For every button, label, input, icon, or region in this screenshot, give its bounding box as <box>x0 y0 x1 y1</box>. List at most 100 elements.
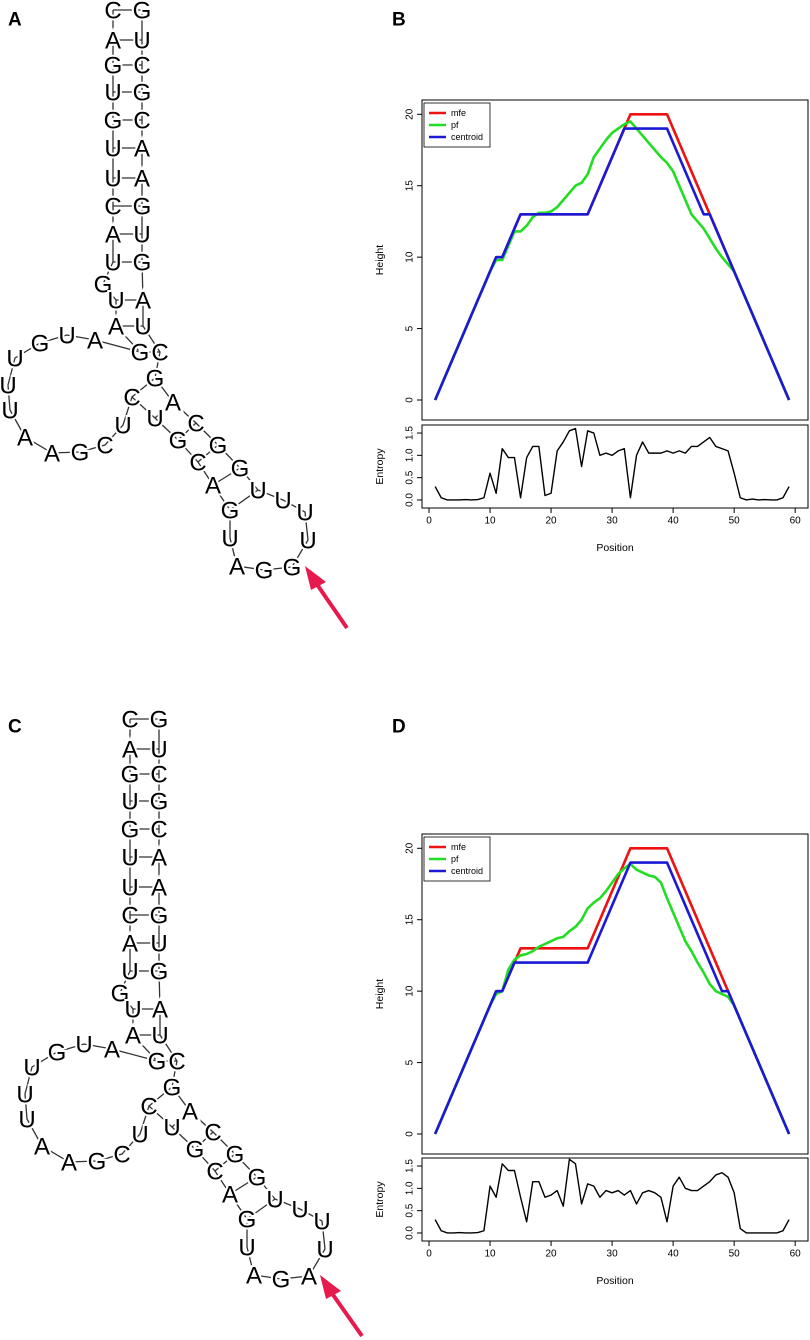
base-pair <box>171 1110 191 1128</box>
y-tick-label: 15 <box>405 914 416 926</box>
nucleotide: U <box>18 1107 35 1134</box>
nucleotide: U <box>0 373 17 400</box>
legend-label: mfe <box>451 108 466 118</box>
plot-frame <box>421 99 809 421</box>
y-tick-label: 15 <box>405 180 416 192</box>
nucleotide: G <box>186 1137 205 1164</box>
y-tick-label: 5 <box>405 325 416 331</box>
nucleotide: G <box>169 428 188 455</box>
nucleotide: G <box>150 903 169 930</box>
nucleotide: G <box>248 1165 267 1192</box>
mutation-arrow <box>320 1275 364 1338</box>
nucleotide: G <box>150 707 169 734</box>
series-line <box>433 861 791 1135</box>
x-tick-label: 50 <box>729 516 741 527</box>
nucleotide: U <box>296 500 313 527</box>
y-tick-label: 1.0 <box>405 448 416 462</box>
nucleotide: A <box>301 1264 317 1291</box>
nucleotide: G <box>272 1267 291 1294</box>
nucleotide: C <box>133 53 150 80</box>
nucleotide: A <box>125 1023 141 1050</box>
legend: mfe pf centroid <box>423 836 491 882</box>
nucleotide: A <box>122 931 138 958</box>
nucleotide: G <box>111 981 130 1008</box>
nucleotide: C <box>189 450 206 477</box>
nucleotide: A <box>205 473 221 500</box>
x-tick-label: 20 <box>546 516 558 527</box>
nucleotide: U <box>6 346 23 373</box>
y-tick-label: 5 <box>405 1059 416 1065</box>
nucleotide: A <box>87 328 103 355</box>
nucleotide: C <box>150 817 167 844</box>
mutation-arrow <box>305 566 349 630</box>
nucleotide: U <box>104 250 121 277</box>
chart: 0 5 10 15 20 Height mfe pf centroid <box>374 99 809 421</box>
nucleotide: G <box>209 433 228 460</box>
nucleotide: G <box>150 959 169 986</box>
nucleotide: G <box>238 1207 257 1234</box>
nucleotide: U <box>313 1209 330 1236</box>
nucleotide: A <box>134 166 150 193</box>
nucleotide: C <box>206 1159 223 1186</box>
nucleotide: U <box>266 1187 283 1214</box>
y-tick-label: 0.5 <box>405 470 416 484</box>
y-tick-label: 1.5 <box>405 1159 416 1173</box>
nucleotide: G <box>133 80 152 107</box>
panel-label: D <box>392 717 406 738</box>
y-tick-label: 10 <box>405 251 416 263</box>
base-pair <box>212 467 241 486</box>
nucleotide: A <box>135 288 151 315</box>
x-tick-label: 0 <box>426 1249 432 1260</box>
nucleotide: U <box>291 1197 308 1224</box>
nucleotide: A <box>105 222 121 249</box>
nucleotide: U <box>146 406 163 433</box>
nucleotide: G <box>148 1049 167 1076</box>
nucleotide: U <box>133 28 150 55</box>
nucleotide: U <box>16 1082 33 1109</box>
nucleotide: G <box>71 440 90 467</box>
y-axis-label: Height <box>374 979 386 1009</box>
base-pair <box>229 1176 258 1195</box>
nucleotide: A <box>152 997 168 1024</box>
nucleotide: C <box>140 1094 157 1121</box>
nucleotide: G <box>146 366 165 393</box>
nucleotide: U <box>133 222 150 249</box>
nucleotide: U <box>150 737 167 764</box>
nucleotide: G <box>31 331 50 358</box>
legend-label: pf <box>451 120 459 130</box>
x-tick-label: 30 <box>607 1249 619 1260</box>
legend-label: centroid <box>451 132 483 142</box>
nucleotide: U <box>151 1023 168 1050</box>
y-axis-label: Height <box>374 245 386 275</box>
y-tick-label: 1.5 <box>405 426 416 440</box>
nucleotide: C <box>121 903 138 930</box>
base-pair <box>197 444 219 463</box>
nucleotide: U <box>274 488 291 515</box>
nucleotide: U <box>134 314 151 341</box>
plot-frame <box>421 833 809 1155</box>
nucleotide: U <box>150 931 167 958</box>
nucleotide: C <box>104 0 121 25</box>
nucleotide: C <box>104 194 121 221</box>
y-tick-label: 0.0 <box>405 493 416 507</box>
base-pair <box>194 1131 214 1150</box>
plot-frame <box>421 424 809 509</box>
nucleotide: A <box>104 1037 120 1064</box>
nucleotide: U <box>221 526 238 553</box>
nucleotide: G <box>94 272 113 299</box>
x-axis-label: Position <box>596 542 634 554</box>
nucleotide: G <box>231 456 250 483</box>
nucleotide: G <box>133 194 152 221</box>
nucleotide: U <box>299 528 316 555</box>
nucleotide: U <box>104 136 121 163</box>
nucleotide: C <box>187 411 204 438</box>
base-pair <box>131 377 156 398</box>
nucleotide: A <box>222 1182 238 1209</box>
nucleotide: C <box>168 1049 185 1076</box>
base-pair <box>148 1086 173 1107</box>
panel-label: C <box>8 717 22 738</box>
series-line <box>433 127 791 401</box>
